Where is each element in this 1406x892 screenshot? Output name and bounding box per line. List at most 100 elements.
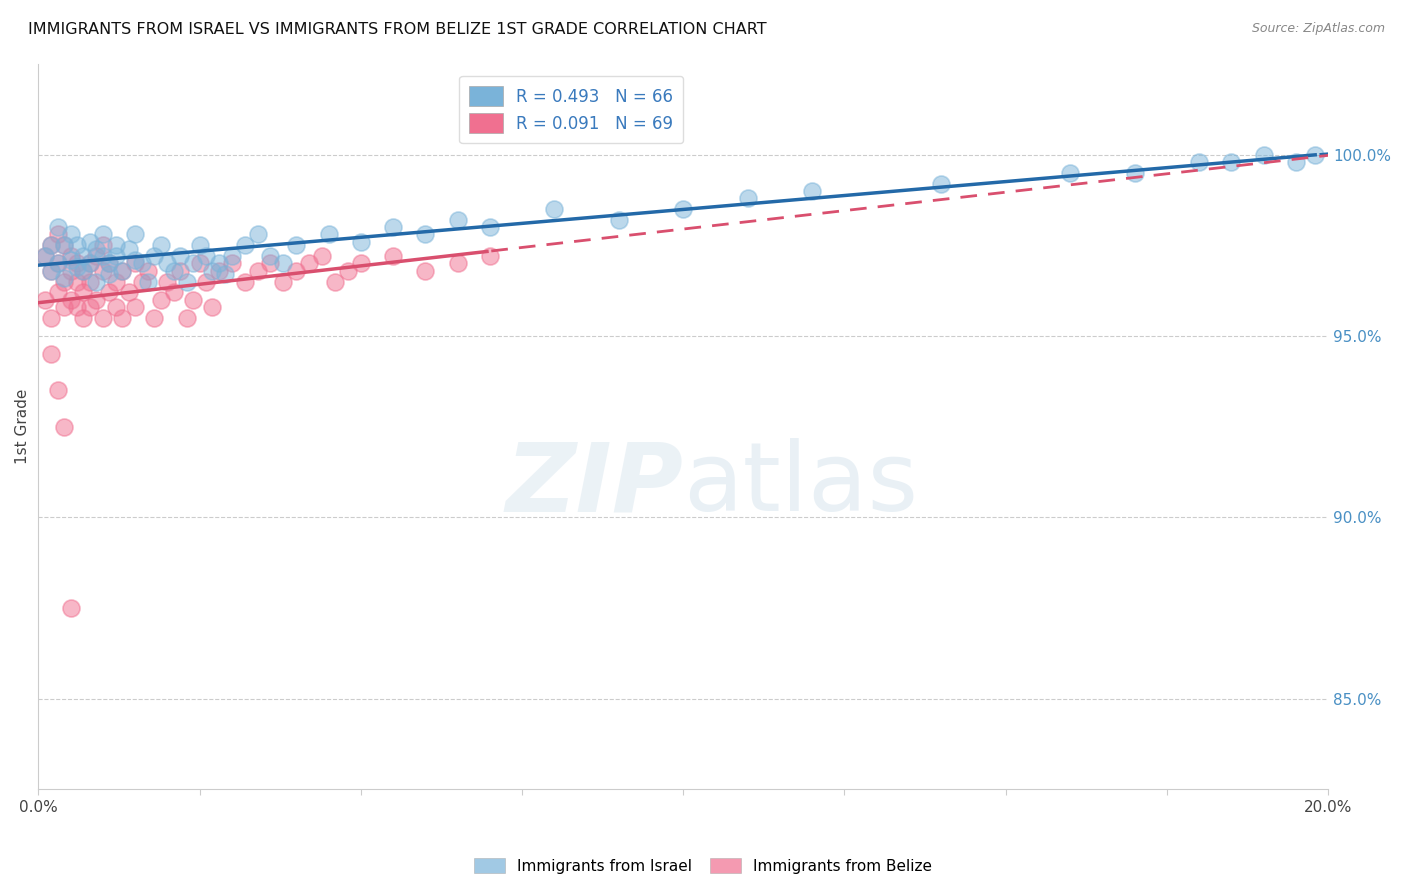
Point [1303, 147, 1326, 161]
Point [53, 271, 76, 285]
Point [214, 268, 236, 282]
Point [163, 285, 186, 300]
Point [273, 256, 295, 270]
Point [124, 300, 146, 314]
Point [382, 249, 405, 263]
Point [607, 213, 630, 227]
Point [478, 249, 501, 263]
Point [350, 256, 373, 270]
Point [156, 275, 179, 289]
Point [143, 249, 166, 263]
Point [233, 238, 256, 252]
Point [66, 275, 89, 289]
Point [98, 285, 121, 300]
Point [413, 263, 436, 277]
Point [98, 268, 121, 282]
Text: Source: ZipAtlas.com: Source: ZipAtlas.com [1251, 22, 1385, 36]
Point [208, 263, 231, 277]
Point [672, 202, 695, 216]
Point [273, 275, 295, 289]
Point [413, 227, 436, 242]
Point [124, 252, 146, 267]
Point [91, 249, 114, 263]
Point [79, 235, 101, 249]
Legend: R = 0.493   N = 66, R = 0.091   N = 69: R = 0.493 N = 66, R = 0.091 N = 69 [460, 76, 683, 144]
Point [801, 184, 824, 198]
Point [66, 256, 89, 270]
Point [46, 285, 69, 300]
Point [39, 263, 62, 277]
Point [59, 263, 82, 277]
Point [86, 293, 108, 307]
Point [478, 220, 501, 235]
Point [53, 419, 76, 434]
Point [39, 238, 62, 252]
Point [91, 263, 114, 277]
Point [66, 260, 89, 274]
Point [79, 300, 101, 314]
Point [136, 275, 159, 289]
Point [91, 227, 114, 242]
Point [188, 238, 211, 252]
Point [72, 285, 94, 300]
Y-axis label: 1st Grade: 1st Grade [15, 389, 30, 465]
Point [336, 263, 359, 277]
Point [72, 263, 94, 277]
Point [201, 263, 224, 277]
Point [259, 249, 281, 263]
Point [111, 263, 134, 277]
Point [59, 252, 82, 267]
Point [195, 275, 218, 289]
Point [131, 256, 153, 270]
Point [181, 256, 204, 270]
Point [39, 310, 62, 325]
Point [72, 310, 94, 325]
Point [104, 300, 127, 314]
Point [1285, 155, 1308, 169]
Text: IMMIGRANTS FROM ISRAEL VS IMMIGRANTS FROM BELIZE 1ST GRADE CORRELATION CHART: IMMIGRANTS FROM ISRAEL VS IMMIGRANTS FRO… [28, 22, 766, 37]
Point [124, 227, 146, 242]
Point [246, 263, 269, 277]
Point [1220, 155, 1243, 169]
Point [124, 256, 146, 270]
Point [46, 256, 69, 270]
Point [53, 238, 76, 252]
Point [53, 238, 76, 252]
Point [39, 263, 62, 277]
Point [163, 263, 186, 277]
Point [285, 238, 308, 252]
Point [34, 249, 56, 263]
Point [59, 249, 82, 263]
Point [46, 384, 69, 398]
Point [323, 275, 346, 289]
Point [131, 275, 153, 289]
Point [156, 256, 179, 270]
Point [929, 177, 952, 191]
Point [98, 256, 121, 270]
Point [169, 249, 191, 263]
Point [311, 249, 333, 263]
Point [350, 235, 373, 249]
Point [86, 275, 108, 289]
Point [181, 293, 204, 307]
Point [117, 242, 139, 256]
Point [543, 202, 565, 216]
Point [1059, 166, 1081, 180]
Point [86, 249, 108, 263]
Point [176, 310, 198, 325]
Point [104, 275, 127, 289]
Point [117, 285, 139, 300]
Point [1253, 147, 1275, 161]
Point [382, 220, 405, 235]
Point [176, 275, 198, 289]
Point [208, 256, 231, 270]
Point [221, 249, 243, 263]
Point [1123, 166, 1146, 180]
Point [39, 238, 62, 252]
Point [46, 256, 69, 270]
Point [149, 293, 172, 307]
Point [221, 256, 243, 270]
Point [66, 238, 89, 252]
Point [111, 263, 134, 277]
Legend: Immigrants from Israel, Immigrants from Belize: Immigrants from Israel, Immigrants from … [468, 852, 938, 880]
